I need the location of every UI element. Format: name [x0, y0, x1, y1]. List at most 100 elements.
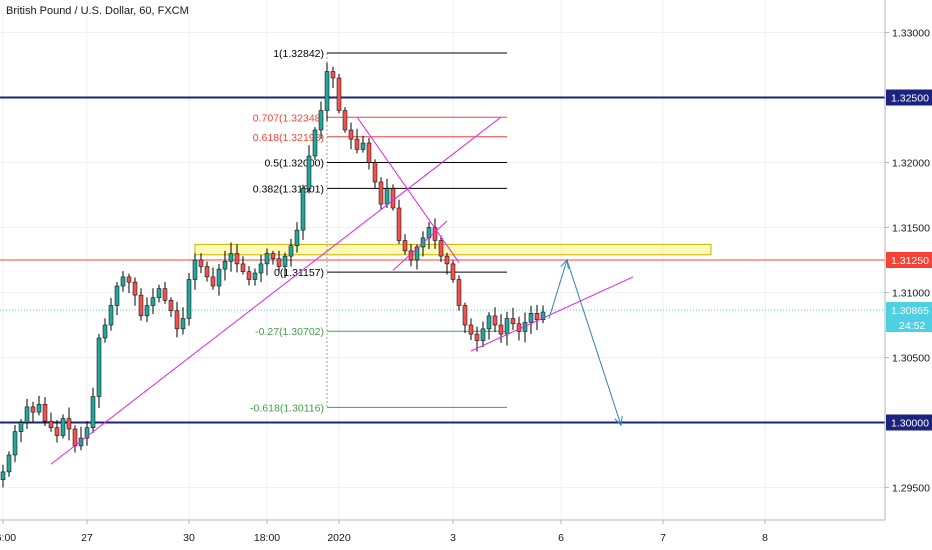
candle-bull	[144, 305, 150, 317]
candle-bear	[330, 71, 336, 79]
candle-bear	[342, 110, 348, 131]
candle-bear	[468, 324, 474, 335]
last-price-badge	[886, 302, 932, 333]
projection-arrow[interactable]	[548, 258, 623, 427]
candle-bull	[300, 188, 306, 231]
price-tick-label: 1.29500	[892, 483, 930, 495]
candle-bull	[318, 110, 324, 131]
time-axis[interactable]: 06:00 27 30 18:00 2020 3 6 7 8	[0, 520, 768, 544]
candle-bear	[432, 227, 438, 241]
candle-bear	[510, 318, 516, 324]
candle-bear	[396, 207, 402, 241]
candle-bear	[372, 162, 378, 183]
candle-bull	[186, 279, 192, 319]
candle-bull	[228, 253, 234, 262]
candle-bear	[348, 129, 354, 140]
projection-arrowhead-up	[560, 258, 569, 269]
candle-bull	[150, 297, 156, 306]
candle-bear	[240, 263, 246, 272]
trendline	[356, 116, 460, 263]
candle-bull	[6, 454, 12, 473]
candle-bear	[246, 271, 252, 280]
candle-bear	[210, 276, 216, 287]
candle-bull	[306, 155, 312, 189]
candle-bear	[204, 266, 210, 278]
candle-bull	[324, 71, 330, 111]
candle-bear	[72, 428, 78, 447]
candle-bear	[450, 263, 456, 280]
candle-bull	[282, 255, 288, 267]
trendlines[interactable]	[50, 116, 634, 465]
level-price-badge-label: 1.30000	[891, 418, 929, 430]
candle-bull	[96, 337, 102, 397]
candle-bear	[138, 294, 144, 317]
candle-bull	[294, 229, 300, 246]
candle-bear	[162, 288, 168, 301]
price-axis[interactable]: 1.29500 1.30000 1.30500 1.31000 1.31500 1.320…	[885, 28, 932, 495]
fib-level-label: 0.707(1.32348)	[253, 112, 324, 124]
candle-bull	[180, 318, 186, 330]
candle-bull	[156, 288, 162, 298]
candle-bear	[30, 406, 36, 413]
time-tick-label: 3	[450, 532, 456, 544]
candle-bear	[270, 253, 276, 259]
candle-bull	[102, 324, 108, 339]
time-tick-label: 18:00	[254, 532, 280, 544]
candle-bull	[258, 263, 264, 274]
candle-bear	[54, 427, 60, 436]
candle-bull	[84, 427, 90, 439]
candle-bear	[444, 255, 450, 265]
fib-level-label: -0.27(1.30702)	[255, 326, 324, 338]
candle-bear	[168, 300, 174, 311]
candle-bull	[192, 259, 198, 280]
price-tick-label: 1.33000	[892, 28, 930, 40]
time-tick-label: 7	[660, 532, 666, 544]
candle-bear	[174, 310, 180, 330]
trendline	[470, 276, 634, 352]
candle-bull	[90, 396, 96, 428]
fibonacci-retracement[interactable]: 1(1.32842) 0.707(1.32348) 0.618(1.32198) 0.…	[250, 48, 507, 414]
candle-bull	[18, 422, 24, 432]
candle-bull	[12, 431, 18, 456]
candle-bear	[66, 418, 72, 430]
candlestick-series	[0, 62, 546, 488]
chart-title: British Pound / U.S. Dollar, 60, FXCM	[6, 5, 189, 17]
last-price-label: 1.30865	[891, 305, 929, 317]
price-tick-label: 1.32000	[892, 158, 930, 170]
candle-bear	[498, 324, 504, 335]
level-price-badge-label: 1.32500	[891, 93, 929, 105]
level-price-badge	[886, 89, 932, 106]
candle-bull	[0, 471, 6, 480]
time-tick-label: 27	[81, 532, 93, 544]
price-tick-label: 1.31500	[892, 223, 930, 235]
candle-bull	[216, 268, 222, 287]
level-price-badge-label: 1.31250	[891, 255, 929, 267]
candle-bear	[402, 240, 408, 252]
time-tick-label: 06:00	[0, 532, 16, 544]
bar-countdown-label: 24:52	[899, 320, 925, 332]
candle-bull	[36, 404, 42, 413]
candle-bull	[384, 188, 390, 205]
candle-bull	[24, 406, 30, 423]
candle-bear	[42, 404, 48, 422]
candle-bear	[48, 420, 54, 428]
projection-arrowhead-down	[614, 416, 623, 427]
candle-bear	[534, 313, 540, 321]
candle-bull	[504, 318, 510, 335]
candle-bull	[114, 285, 120, 306]
candle-bear	[276, 258, 282, 267]
candle-bear	[438, 240, 444, 257]
candle-bull	[222, 261, 228, 270]
candle-bear	[456, 279, 462, 306]
time-tick-label: 8	[762, 532, 768, 544]
candle-bull	[60, 418, 66, 436]
candle-bull	[540, 311, 546, 321]
candle-bear	[378, 181, 384, 205]
time-tick-label: 30	[183, 532, 195, 544]
candle-bear	[198, 259, 204, 267]
candle-bear	[474, 333, 480, 341]
candle-bull	[486, 315, 492, 330]
candle-bear	[390, 188, 396, 209]
candle-bull	[480, 328, 486, 341]
